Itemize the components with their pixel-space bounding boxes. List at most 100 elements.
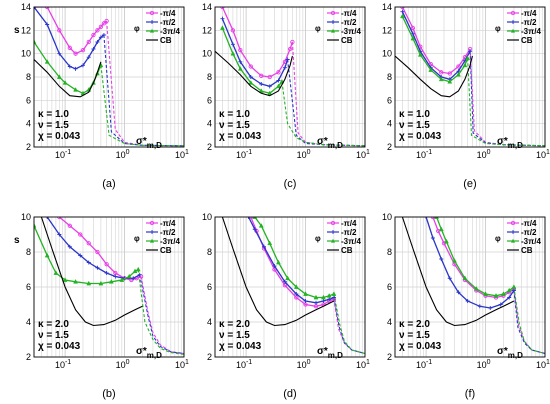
- dashed-series-1: [139, 274, 184, 355]
- data-point: [507, 295, 512, 300]
- y-tick-label: 10: [382, 212, 392, 222]
- x-axis-label: σ*m,D: [497, 136, 523, 150]
- data-point: [428, 67, 434, 72]
- data-point: [44, 59, 50, 64]
- dashed-series-2: [281, 81, 365, 147]
- y-tick-label: 8: [387, 72, 392, 82]
- legend-label: -π/4: [341, 9, 357, 18]
- y-tick-label: 6: [387, 95, 392, 105]
- legend-title: φ: [495, 234, 501, 243]
- legend-title: φ: [315, 234, 321, 243]
- data-point: [447, 276, 452, 281]
- legend-label: CB: [160, 246, 172, 255]
- data-point: [410, 35, 416, 41]
- data-point: [276, 78, 281, 83]
- legend-marker: [510, 220, 516, 226]
- legend-label: -3π/4: [521, 237, 541, 246]
- x-tick-base: 10: [477, 150, 487, 160]
- data-point: [34, 223, 37, 228]
- y-tick-label: 10: [21, 49, 31, 59]
- data-point: [282, 65, 287, 70]
- data-point: [73, 66, 78, 71]
- legend-marker: [150, 230, 154, 234]
- x-tick-exp: 0: [126, 359, 130, 366]
- data-point: [220, 16, 225, 21]
- data-point: [465, 55, 471, 61]
- data-point: [326, 293, 332, 298]
- x-tick-label: 101: [175, 359, 189, 370]
- data-point: [78, 253, 83, 258]
- panel-caption: (d): [283, 388, 296, 400]
- y-tick-label: 8: [387, 247, 392, 257]
- data-point: [321, 299, 326, 303]
- dashed-series-1: [469, 51, 545, 147]
- data-point: [511, 284, 517, 289]
- data-point: [498, 302, 503, 307]
- y-tick-label: 4: [207, 317, 212, 327]
- axes-frame: [214, 6, 366, 148]
- x-axis-label-sub: m,D: [508, 351, 523, 360]
- dashed-series-0: [106, 20, 184, 147]
- data-point: [113, 274, 118, 279]
- y-tick-label: 6: [26, 95, 31, 105]
- data-point: [248, 80, 254, 85]
- legend-label: CB: [521, 36, 533, 45]
- data-point: [285, 57, 290, 62]
- data-point: [95, 40, 100, 44]
- y-tick-label: 2: [387, 352, 392, 362]
- legend-marker: [331, 20, 335, 24]
- data-point: [44, 252, 50, 258]
- legend-marker: [149, 220, 155, 226]
- data-point: [400, 13, 405, 19]
- data-point: [246, 217, 251, 219]
- x-tick-label: 100: [116, 149, 130, 160]
- data-point: [468, 49, 473, 54]
- x-axis-label-main: σ*: [136, 136, 147, 147]
- data-point: [314, 300, 319, 305]
- data-area: [34, 7, 184, 147]
- y-tick-label: 10: [382, 49, 392, 59]
- y-tick-label: 12: [382, 25, 392, 35]
- parameter-label: ν = 1.5: [219, 120, 250, 131]
- x-tick-base: 10: [236, 150, 246, 160]
- data-point: [104, 18, 109, 24]
- series-line-3: [34, 59, 102, 98]
- data-point: [424, 217, 429, 219]
- x-tick-exp: 1: [366, 149, 370, 156]
- x-tick-exp: -1: [426, 149, 432, 156]
- data-point: [287, 46, 293, 52]
- parameter-label: χ = 0.043: [38, 131, 81, 142]
- legend-label: -π/2: [341, 228, 357, 237]
- data-point: [230, 42, 235, 47]
- y-tick-label: 4: [26, 317, 31, 327]
- x-axis-label-main: σ*: [317, 136, 328, 147]
- data-point: [80, 48, 86, 53]
- legend-label: -3π/4: [160, 27, 180, 36]
- series-line-3: [221, 217, 335, 327]
- parameter-label: χ = 0.043: [38, 341, 81, 352]
- x-axis-label: σ*m,D: [136, 346, 162, 360]
- data-point: [230, 50, 236, 56]
- dashed-series-1: [333, 297, 365, 355]
- legend-label: -π/2: [521, 18, 537, 27]
- data-point: [290, 39, 295, 45]
- x-axis-label-main: σ*: [497, 136, 508, 147]
- data-point: [465, 299, 470, 303]
- data-point: [238, 59, 243, 64]
- data-point: [137, 272, 142, 277]
- legend-label: -π/4: [160, 9, 176, 18]
- data-point: [238, 48, 243, 53]
- parameter-label: χ = 0.043: [399, 131, 442, 142]
- y-tick-label: 4: [387, 119, 392, 129]
- data-point: [126, 273, 132, 279]
- x-tick-exp: 1: [366, 359, 370, 366]
- x-tick-base: 10: [116, 150, 126, 160]
- data-point: [108, 279, 114, 284]
- data-point: [230, 28, 236, 33]
- y-tick-label: 8: [207, 72, 212, 82]
- parameter-label: ν = 1.5: [38, 120, 69, 131]
- y-tick-label: 12: [21, 25, 31, 35]
- x-tick-label: 100: [297, 149, 311, 160]
- data-point: [258, 223, 264, 228]
